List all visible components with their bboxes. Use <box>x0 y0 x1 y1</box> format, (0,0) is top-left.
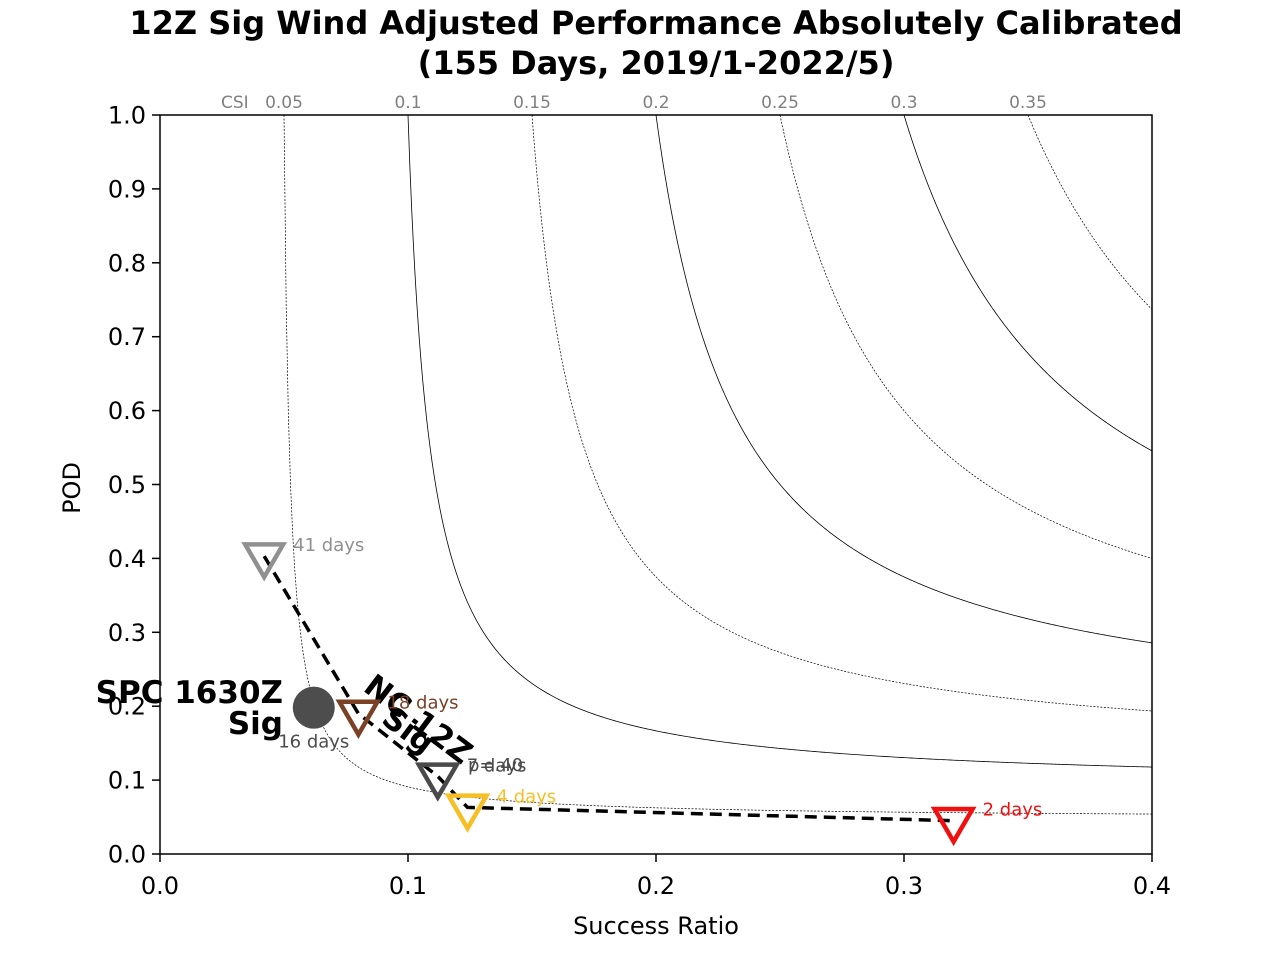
csi-contour-0.15 <box>531 114 1153 712</box>
x-axis-label: Success Ratio <box>573 912 739 940</box>
csi-tick-0.3: 0.3 <box>890 93 917 113</box>
x-tick-label: 0.2 <box>637 872 675 900</box>
point-label-5: 2 days <box>983 800 1043 821</box>
y-tick-label: 0.3 <box>108 619 146 647</box>
csi-tick-labels: 0.05 0.1 0.15 0.2 0.25 0.3 0.35 <box>265 93 1047 113</box>
spc-series-sublabel: Sig <box>228 706 283 742</box>
data-markers: 41 days 18 days 7 days 4 days 2 days 16 days <box>241 535 1043 847</box>
y-tick-label: 0.8 <box>108 249 146 277</box>
nc-series-line <box>262 555 954 823</box>
triangle-marker-5 <box>930 806 977 847</box>
spc-circle-marker <box>292 686 335 729</box>
y-tick-label: 0.9 <box>108 175 146 203</box>
spc-series-label: SPC 1630Z <box>96 675 283 711</box>
csi-tick-0.25: 0.25 <box>761 93 799 113</box>
csi-tick-0.1: 0.1 <box>394 93 421 113</box>
triangle-marker-4 <box>444 793 491 833</box>
x-tick-label: 0.0 <box>141 872 179 900</box>
y-tick-label: 0.0 <box>108 841 146 869</box>
y-tick-label: 1.0 <box>108 102 146 130</box>
point-label-3: 7 days <box>467 755 527 776</box>
csi-tick-0.35: 0.35 <box>1009 93 1047 113</box>
point-label-1: 41 days <box>293 535 364 556</box>
x-tick-label: 0.3 <box>885 872 923 900</box>
p-value-label: p=.40 <box>468 755 523 776</box>
triangle-marker-2 <box>335 699 382 739</box>
csi-contours <box>283 114 1153 815</box>
csi-contour-0.3 <box>903 114 1153 452</box>
y-tick-label: 0.2 <box>108 693 146 721</box>
y-tick-label: 0.5 <box>108 471 146 499</box>
x-tick-label: 0.1 <box>389 872 427 900</box>
csi-tick-0.2: 0.2 <box>642 93 669 113</box>
triangle-marker-3 <box>414 762 461 802</box>
point-label-2: 18 days <box>387 693 458 714</box>
triangle-marker-1 <box>241 542 288 582</box>
spc-point-label: 16 days <box>278 732 349 753</box>
point-label-4: 4 days <box>497 786 557 807</box>
y-axis-label: POD <box>58 462 86 514</box>
csi-contour-0.35 <box>1027 114 1153 310</box>
x-axis: 0.0 0.1 0.2 0.3 0.4 <box>141 854 1171 900</box>
csi-label: CSI <box>221 93 249 113</box>
csi-tick-0.05: 0.05 <box>265 93 303 113</box>
y-tick-label: 0.4 <box>108 545 146 573</box>
csi-contour-0.2 <box>655 114 1153 644</box>
chart-subtitle: (155 Days, 2019/1-2022/5) <box>418 44 895 82</box>
y-tick-label: 0.6 <box>108 397 146 425</box>
csi-contour-0.1 <box>407 114 1153 768</box>
y-tick-label: 0.1 <box>108 767 146 795</box>
csi-contour-0.25 <box>779 114 1153 559</box>
chart-title: 12Z Sig Wind Adjusted Performance Absolu… <box>129 4 1182 42</box>
csi-tick-0.15: 0.15 <box>513 93 551 113</box>
y-axis: 0.0 0.1 0.2 0.3 0.4 0.5 0.6 0.7 0.8 0.9 1.0 <box>108 102 160 869</box>
csi-contour-0.05 <box>283 114 1153 815</box>
x-tick-label: 0.4 <box>1133 872 1171 900</box>
y-tick-label: 0.7 <box>108 323 146 351</box>
